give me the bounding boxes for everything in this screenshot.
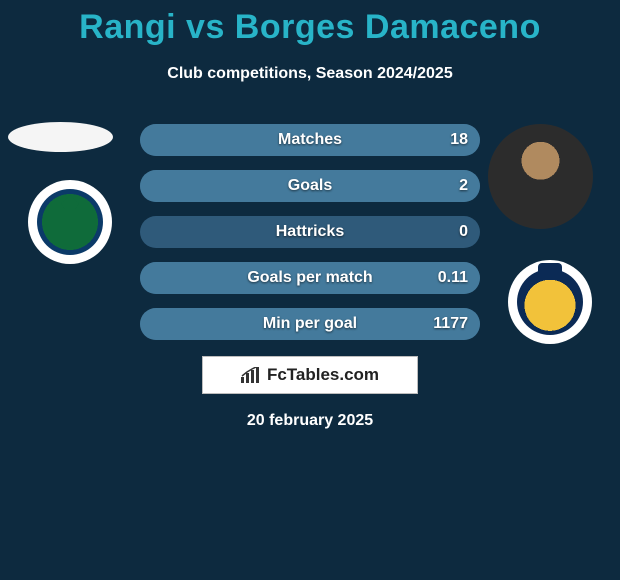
- brand-box: FcTables.com: [202, 356, 418, 394]
- stat-label: Goals: [288, 177, 332, 195]
- stat-row-hattricks: Hattricks 0: [140, 216, 480, 248]
- page-title: Rangi vs Borges Damaceno: [0, 0, 620, 47]
- stat-right-value: 18: [450, 131, 468, 149]
- stat-label: Min per goal: [263, 315, 357, 333]
- stat-label: Goals per match: [247, 269, 372, 287]
- stat-right-value: 1177: [433, 315, 468, 333]
- bar-chart-icon: [241, 367, 261, 383]
- club-left-badge-inner: [37, 189, 103, 255]
- club-right-badge-inner: [517, 269, 583, 335]
- subtitle: Club competitions, Season 2024/2025: [0, 65, 620, 83]
- stat-right-value: 0: [459, 223, 468, 241]
- date-text: 20 february 2025: [0, 412, 620, 430]
- stat-row-goals: Goals 2: [140, 170, 480, 202]
- brand-text: FcTables.com: [267, 365, 379, 385]
- player-left-avatar: [8, 122, 113, 152]
- player-right-avatar: [488, 124, 593, 229]
- stats-table: Matches 18 Goals 2 Hattricks 0 Goals per…: [140, 124, 480, 340]
- stat-row-matches: Matches 18: [140, 124, 480, 156]
- stat-row-goals-per-match: Goals per match 0.11: [140, 262, 480, 294]
- stat-row-min-per-goal: Min per goal 1177: [140, 308, 480, 340]
- club-left-badge: [28, 180, 112, 264]
- stat-right-value: 0.11: [438, 269, 468, 287]
- stat-right-value: 2: [459, 177, 468, 195]
- club-right-badge: [508, 260, 592, 344]
- stat-label: Matches: [278, 131, 342, 149]
- stat-label: Hattricks: [276, 223, 344, 241]
